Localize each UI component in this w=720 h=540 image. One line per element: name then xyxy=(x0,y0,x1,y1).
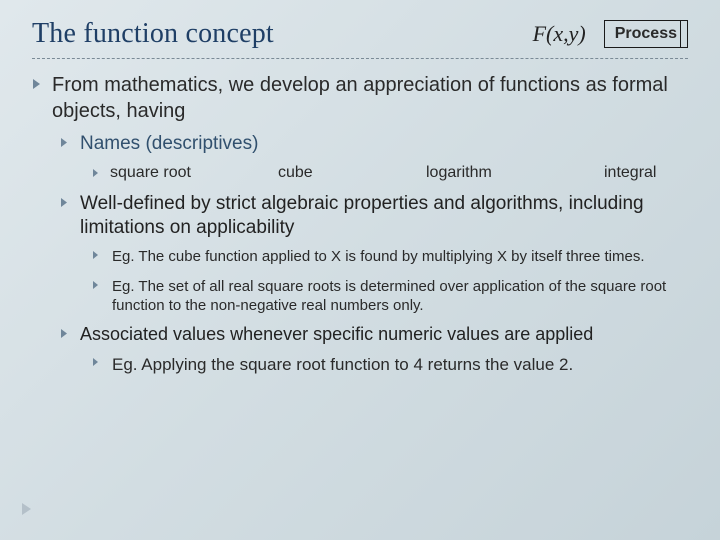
bullet-welldefined-text: Well-defined by strict algebraic propert… xyxy=(80,193,644,238)
bullet-welldefined: Well-defined by strict algebraic propert… xyxy=(60,192,688,240)
bullet-marker-icon xyxy=(32,78,42,88)
bullet-marker-icon xyxy=(92,168,102,178)
process-box: Process xyxy=(604,20,688,48)
slide-title: The function concept xyxy=(32,18,274,50)
bullet-marker-icon xyxy=(60,197,70,207)
bullet-eg1: Eg. The cube function applied to X is fo… xyxy=(92,247,688,266)
bullet-names: Names (descriptives) xyxy=(60,132,688,156)
header-right-group: F(x,y) Process xyxy=(533,20,688,48)
bullet-marker-icon xyxy=(92,280,102,290)
bullet-marker-icon xyxy=(92,357,102,367)
names-row: square root cube logarithm integral xyxy=(92,164,688,182)
name-item: integral xyxy=(586,164,656,182)
title-divider xyxy=(32,58,688,59)
bullet-assoc: Associated values whenever specific nume… xyxy=(60,323,688,346)
bullet-main-text: From mathematics, we develop an apprecia… xyxy=(52,74,668,122)
bullet-marker-icon xyxy=(92,250,102,260)
bullet-assoc-text: Associated values whenever specific nume… xyxy=(80,324,593,344)
name-integral: integral xyxy=(604,164,656,181)
name-item: square root xyxy=(92,164,260,182)
bullet-eg3: Eg. Applying the square root function to… xyxy=(92,354,688,376)
eg1-text: Eg. The cube function applied to X is fo… xyxy=(112,248,645,265)
eg3-text: Eg. Applying the square root function to… xyxy=(112,355,573,374)
eg2-text: Eg. The set of all real square roots is … xyxy=(112,278,666,314)
name-item: cube xyxy=(260,164,408,182)
fxy-label: F(x,y) xyxy=(533,21,586,47)
name-square-root: square root xyxy=(110,164,191,181)
name-logarithm: logarithm xyxy=(426,164,492,181)
name-cube: cube xyxy=(278,164,313,181)
bullet-marker-icon xyxy=(60,137,70,147)
bullet-eg2: Eg. The set of all real square roots is … xyxy=(92,277,688,315)
bullet-main: From mathematics, we develop an apprecia… xyxy=(32,73,688,124)
bullet-names-text: Names (descriptives) xyxy=(80,133,258,154)
corner-arrow-icon xyxy=(20,501,34,522)
slide-header: The function concept F(x,y) Process xyxy=(32,18,688,50)
bullet-marker-icon xyxy=(60,328,70,338)
name-item: logarithm xyxy=(408,164,586,182)
slide: The function concept F(x,y) Process From… xyxy=(0,0,720,540)
